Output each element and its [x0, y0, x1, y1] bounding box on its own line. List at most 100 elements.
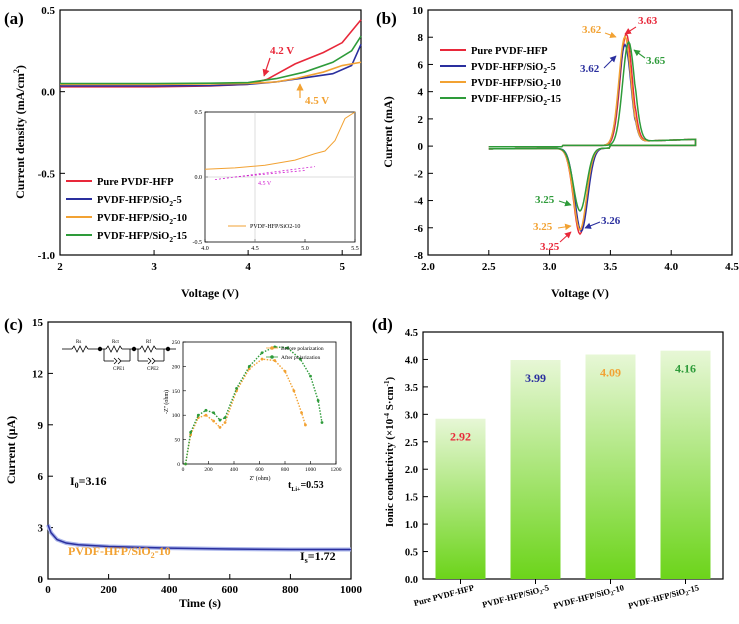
y-tick-label: 0: [418, 141, 424, 153]
peak-annotation: 3.63: [638, 15, 658, 27]
transference-number: tLi+=0.53: [288, 480, 324, 493]
circuit-label: Rs: [76, 340, 81, 345]
panel-a-legend: Pure PVDF-HFP PVDF-HFP/SiO2-5 PVDF-HFP/SiO…: [66, 177, 187, 244]
peak-arrow: [633, 49, 646, 59]
y-tick-label: 0.0: [405, 575, 418, 586]
inset-y-tick-label: 0.0: [195, 175, 203, 181]
inset-y-tick-label: 0.5: [195, 110, 203, 116]
peak-arrow: [604, 31, 617, 39]
inset-x-tick-label: 200: [204, 467, 213, 473]
y-tick-label: 0: [38, 574, 44, 586]
cv-curve-3: [488, 40, 697, 212]
series-line-1: [60, 43, 362, 87]
panel-d-frame: [422, 331, 724, 580]
x-tick-label: 200: [100, 584, 117, 596]
inset-x-tick-label: 1200: [331, 467, 342, 473]
eis-point: [316, 399, 320, 402]
y-tick-label: 12: [32, 368, 44, 380]
eis-point: [218, 418, 222, 422]
eis-point: [223, 416, 227, 420]
panel-c-frame: [47, 321, 352, 580]
y-tick-label: 2: [418, 114, 424, 126]
legend-label: Pure PVDF-HFP: [471, 46, 548, 57]
peak-annotation: 3.26: [601, 215, 621, 227]
y-tick-label: 9: [38, 420, 44, 432]
x-tick-label: PVDF-HFP/SiO2-10: [552, 582, 626, 612]
x-tick-label: 600: [222, 584, 239, 596]
x-tick-label: 5: [339, 261, 345, 273]
eis-point: [223, 421, 227, 424]
eis-point: [320, 421, 324, 424]
x-tick-label: 800: [282, 584, 299, 596]
bar-value-label: 4.09: [600, 366, 621, 380]
circuit-label: CPE2: [147, 367, 159, 372]
x-tick-label: 0: [45, 584, 51, 596]
panel-a-ylabel: Current density (mA/cm2): [12, 65, 27, 199]
inset-y-tick-label: 150: [172, 389, 181, 395]
y-tick-label: 4.0: [405, 355, 418, 366]
panel-d-label: (d): [372, 315, 393, 334]
panel-b-annotations: 3.63 3.62 3.62 3.65 3.25 3.25 3.25 3.26: [533, 15, 666, 253]
panel-b-label: (b): [376, 9, 397, 28]
y-tick-label: 1.0: [405, 520, 418, 531]
peak-annotation: 3.25: [535, 194, 555, 206]
inset-x-tick-label: 600: [255, 467, 264, 473]
legend-label: PVDF-HFP/SiO2-10: [471, 78, 561, 91]
y-tick-label: 3.0: [405, 410, 418, 421]
series-line-2: [60, 61, 362, 86]
x-tick-label: PVDF-HFP/SiO2-15: [627, 582, 701, 612]
inset-y-tick-label: 100: [172, 413, 181, 419]
panel-a-inset: 4.0 4.5 5.0 5.5 0.5 0.0 -0.5 4.5 V PVDF-HFP/Si…: [193, 110, 359, 252]
y-tick-label: 2.0: [405, 465, 418, 476]
panel-a: 2 3 4 5 0.5 0.0 -0.5 -1.0 Voltage (V) Current d…: [12, 5, 362, 300]
x-tick-label: 1000: [340, 584, 363, 596]
legend-label: Pure PVDF-HFP: [97, 177, 174, 188]
x-tick-label: 4.0: [664, 261, 678, 273]
y-tick-label: 3.5: [405, 383, 418, 394]
annotation-4-5v: 4.5 V: [305, 95, 329, 107]
y-tick-label: -2: [414, 168, 424, 180]
bar-value-label: 2.92: [450, 430, 471, 444]
inset-y-tick-label: -0.5: [193, 240, 203, 246]
x-tick-label: 3.0: [543, 261, 557, 273]
panel-b-frame: [427, 9, 733, 256]
eis-point: [298, 357, 302, 361]
inset-y-tick-label: 0: [177, 462, 180, 468]
y-tick-label: 6: [418, 59, 424, 71]
y-tick-label: 8: [418, 32, 424, 44]
equivalent-circuit: Rs Rct Rf CPE1 CPE2: [62, 340, 176, 372]
inset-c-xlabel: Z' (ohm): [250, 475, 271, 482]
eis-point: [189, 430, 193, 434]
y-tick-label: 1.5: [405, 493, 418, 504]
inset-x-tick-label: 0: [182, 467, 185, 473]
x-tick-label: 2.5: [482, 261, 496, 273]
peak-arrow: [557, 223, 572, 231]
peak-arrow: [584, 221, 601, 229]
eis-point: [300, 411, 303, 415]
peak-annotation: 3.65: [646, 55, 666, 67]
eis-point: [260, 357, 264, 361]
panel-b: 2.0 2.5 3.0 3.5 4.0 4.5 10 8 6 4 2 0 -2 -4 -6 -8 Voltag…: [381, 5, 739, 300]
inset-y-tick-label: 200: [172, 364, 181, 370]
x-tick-label: 4.5: [725, 261, 739, 273]
x-tick-label: PVDF-HFP/SiO2-5: [481, 582, 550, 611]
panel-a-frame: [59, 9, 362, 256]
x-tick-label: Pure PVDF-HFP: [413, 582, 475, 608]
x-tick-label: 400: [161, 584, 178, 596]
x-tick-label: 2: [57, 261, 63, 273]
eis-point: [286, 346, 289, 350]
bar: [585, 354, 636, 579]
panel-a-label: (a): [4, 9, 24, 28]
inset-x-tick-label: 400: [230, 467, 239, 473]
eis-point: [247, 365, 251, 368]
inset-x-tick-label: 1000: [305, 467, 316, 473]
eis-point: [260, 351, 264, 355]
inset-x-tick-label: 4.5: [251, 246, 259, 252]
inset-c-legend: Before polarization After polarization: [266, 345, 324, 361]
peak-arrow: [559, 231, 572, 243]
is-label: Is=1.72: [300, 549, 336, 565]
y-tick-label: 0.5: [405, 548, 418, 559]
y-tick-label: 0.0: [41, 87, 55, 99]
legend-label: After polarization: [281, 354, 320, 361]
